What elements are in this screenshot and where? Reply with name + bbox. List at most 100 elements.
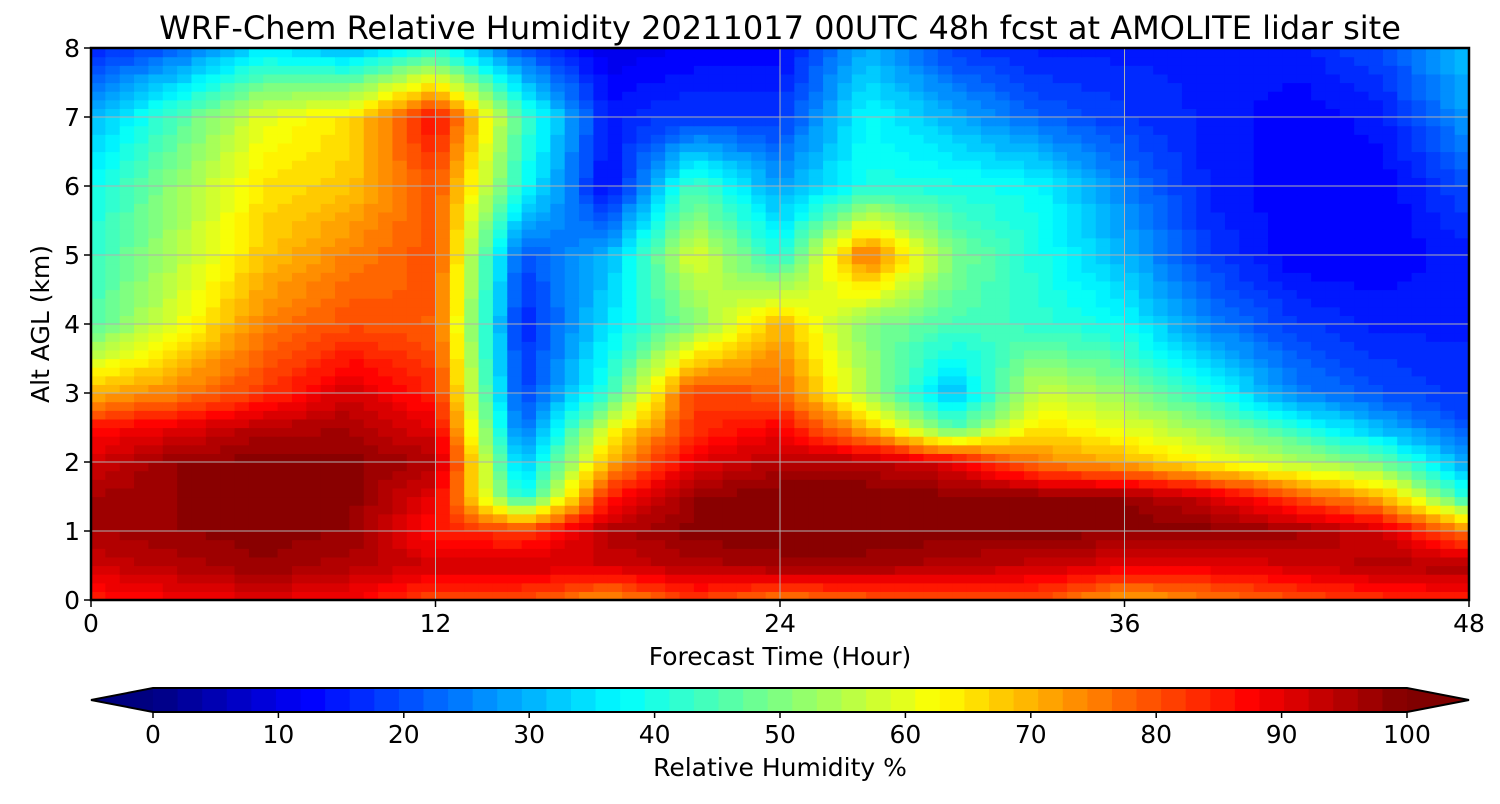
heatmap-cell [952,548,968,558]
heatmap-cell [177,160,193,170]
heatmap-cell [1224,444,1240,454]
heatmap-cell [564,367,580,377]
heatmap-cell [1268,367,1283,377]
heatmap-cell [679,358,695,368]
heatmap-cell [1354,375,1370,385]
heatmap-cell [1124,349,1140,360]
heatmap-cell [119,462,135,472]
heatmap-cell [1454,393,1469,403]
heatmap-cell [937,393,953,403]
heatmap-cell [1095,591,1111,600]
heatmap-cell [105,168,121,178]
heatmap-cell [579,436,594,446]
heatmap-cell [392,324,408,334]
heatmap-cell [722,229,738,239]
heatmap-cell [622,393,638,403]
heatmap-cell [1181,280,1197,291]
heatmap-cell [234,444,250,454]
heatmap-cell [1110,582,1126,592]
heatmap-cell [1354,470,1370,480]
heatmap-cell [1095,505,1111,515]
heatmap-cell [91,574,106,584]
heatmap-cell [1239,539,1255,549]
heatmap-cell [1397,358,1413,368]
heatmap-cell [980,324,996,334]
heatmap-cell [349,229,365,239]
heatmap-cell [521,582,537,592]
heatmap-cell [1224,237,1240,247]
heatmap-cell [1138,401,1154,411]
heatmap-cell [995,272,1011,282]
heatmap-cell [980,496,996,506]
heatmap-cell [1067,367,1083,377]
heatmap-cell [1009,280,1025,291]
heatmap-cell [105,574,121,584]
heatmap-cell [134,522,150,532]
heatmap-cell [1425,229,1441,239]
heatmap-cell [1268,375,1283,385]
heatmap-cell [1454,418,1469,429]
heatmap-cell [1124,298,1140,308]
heatmap-cell [823,186,839,196]
heatmap-cell [880,263,896,273]
heatmap-cell [148,410,164,420]
heatmap-cell [464,453,480,463]
heatmap-cell [119,246,135,256]
heatmap-cell [1196,591,1212,600]
heatmap-cell [1397,539,1413,549]
heatmap-cell [780,453,795,463]
heatmap-cell [119,470,135,480]
heatmap-cell [1311,341,1327,351]
heatmap-cell [579,393,594,403]
heatmap-cell [650,522,666,532]
heatmap-cell [765,315,781,325]
heatmap-cell [1296,358,1312,368]
heatmap-cell [894,470,910,480]
heatmap-cell [1181,220,1197,230]
heatmap-cell [980,574,996,584]
heatmap-cell [679,375,695,385]
heatmap-cell [1181,203,1197,213]
heatmap-cell [1440,427,1456,437]
heatmap-cell [220,462,236,472]
heatmap-cell [378,393,394,403]
heatmap-cell [1440,565,1456,575]
heatmap-cell [995,470,1011,480]
heatmap-cell [1296,186,1312,196]
heatmap-cell [708,393,724,403]
heatmap-cell [823,487,839,498]
heatmap-cell [177,229,193,239]
heatmap-cell [263,289,279,299]
heatmap-cell [119,211,135,222]
heatmap-cell [995,332,1011,342]
heatmap-cell [1282,418,1298,429]
heatmap-cell [880,220,896,230]
heatmap-cell [579,470,594,480]
heatmap-cell [808,505,824,515]
heatmap-cell [291,315,307,325]
heatmap-cell [435,522,451,532]
heatmap-cell [449,384,465,394]
heatmap-cell [507,513,523,523]
heatmap-cell [148,384,164,394]
heatmap-cell [808,289,824,299]
heatmap-cell [1024,289,1039,299]
heatmap-cell [1181,539,1197,549]
heatmap-cell [220,280,236,291]
heatmap-cell [1181,229,1197,239]
heatmap-cell [1282,177,1298,187]
heatmap-cell [579,574,594,584]
heatmap-cell [449,255,465,265]
heatmap-cell [1110,237,1126,247]
heatmap-cell [435,229,451,239]
heatmap-cell [1454,496,1469,506]
heatmap-cell [923,280,939,291]
heatmap-cell [335,332,350,342]
heatmap-cell [535,255,551,265]
heatmap-cell [105,280,121,291]
heatmap-cell [1268,177,1283,187]
heatmap-cell [679,591,695,600]
heatmap-cell [1081,565,1097,575]
heatmap-cell [507,582,523,592]
heatmap-cell [1181,582,1197,592]
